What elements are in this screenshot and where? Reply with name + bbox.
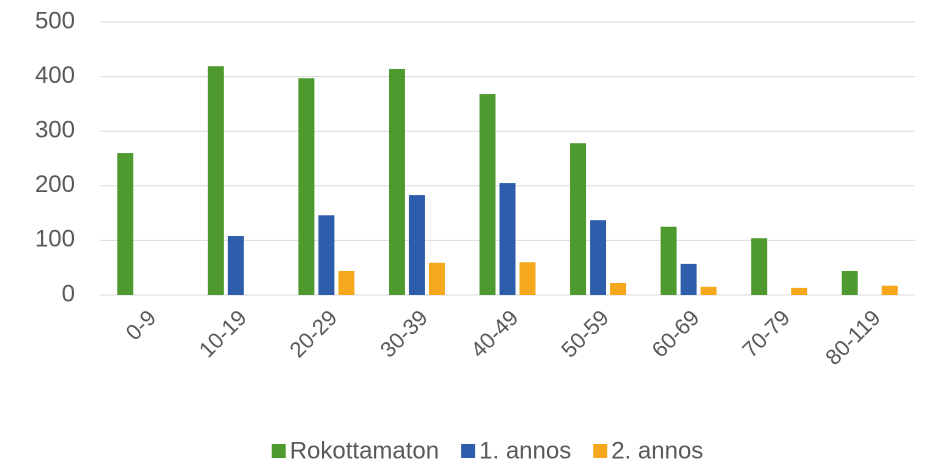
legend-label: 2. annos	[611, 437, 703, 464]
bar	[338, 270, 355, 295]
y-tick-label: 500	[35, 7, 75, 34]
legend: Rokottamaton 1. annos 2. annos	[271, 437, 703, 464]
x-tick-label: 60-69	[647, 305, 704, 362]
bar	[881, 285, 898, 295]
legend-swatch	[593, 444, 608, 458]
bar	[700, 286, 717, 295]
x-tick-label: 40-49	[466, 305, 523, 362]
legend-swatch	[461, 444, 476, 458]
x-tick-label: 10-19	[194, 305, 251, 362]
x-tick-label: 80-119	[820, 305, 885, 370]
bar	[318, 215, 335, 295]
bar	[388, 68, 405, 296]
bar	[791, 287, 808, 295]
legend-label: 1. annos	[479, 437, 571, 464]
bar	[428, 262, 445, 295]
x-tick-label: 30-39	[375, 305, 432, 362]
y-tick-label: 0	[62, 280, 75, 307]
y-tick-label: 300	[35, 117, 75, 144]
bar	[519, 262, 536, 295]
bar	[298, 78, 315, 295]
bar	[680, 263, 697, 295]
x-tick-label: 70-79	[737, 305, 794, 362]
bar	[751, 238, 768, 295]
bar	[590, 220, 607, 295]
bar	[479, 94, 496, 296]
y-tick-label: 400	[35, 62, 75, 89]
bar	[207, 66, 224, 295]
y-tick-label: 100	[35, 226, 75, 253]
x-tick-label: 50-59	[556, 305, 613, 362]
x-tick-label: 0-9	[121, 305, 161, 345]
y-tick-label: 200	[35, 171, 75, 198]
x-tick-label: 20-29	[285, 305, 342, 362]
bar	[227, 236, 244, 295]
bar	[610, 282, 627, 295]
bar	[499, 183, 516, 295]
legend-swatch	[271, 444, 286, 458]
bar	[660, 226, 677, 295]
bar	[841, 270, 858, 295]
bar	[408, 195, 425, 295]
bar	[117, 153, 134, 295]
legend-label: Rokottamaton	[290, 437, 439, 464]
bar	[570, 143, 587, 295]
